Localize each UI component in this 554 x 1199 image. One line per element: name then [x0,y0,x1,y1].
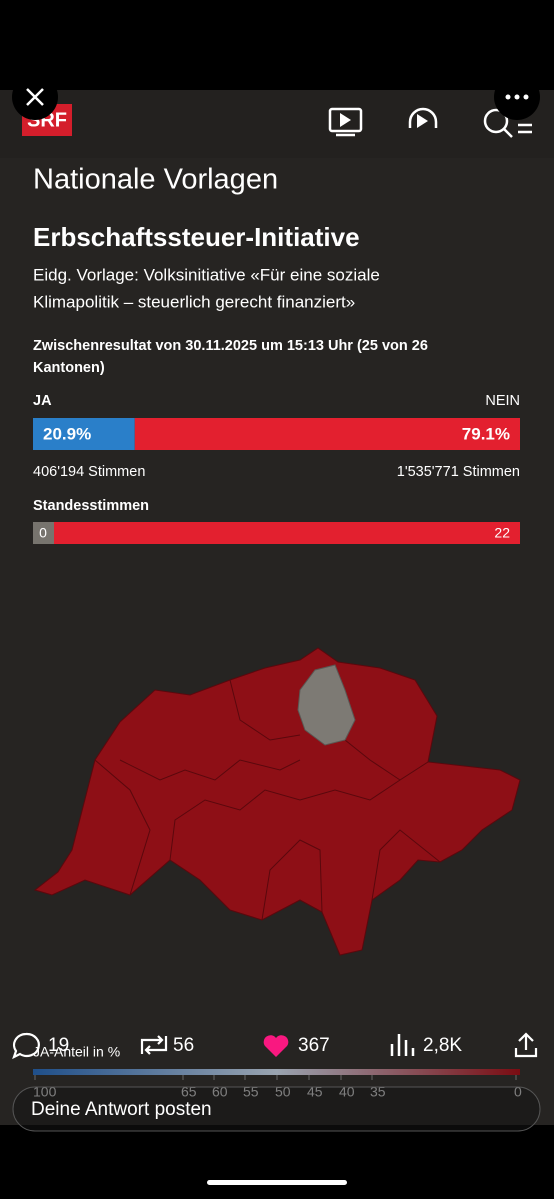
description: Klimapolitik – steuerlich gerecht finanz… [33,292,355,311]
nein-share: 79.1% [462,424,510,443]
ja-bar [33,418,135,450]
ja-share: 20.9% [43,424,91,443]
status: Kantonen) [33,360,105,376]
audio-icon[interactable] [408,107,438,128]
social-bar: 19 56 367 2,8K [12,1032,538,1060]
cantons-label: Standesstimmen [33,498,149,514]
content-image [0,90,554,1125]
reposts: 56 [173,1035,194,1056]
map [33,647,521,956]
nein-label: NEIN [485,393,520,409]
likes: 367 [298,1035,330,1056]
ja-label: JA [33,393,52,409]
reply-placeholder: Deine Antwort posten [31,1099,212,1120]
tv-icon[interactable] [328,107,363,133]
result-bars: 20.9% 79.1% 0 22 [33,418,520,544]
header-icons [328,107,532,138]
reply-icon[interactable] [12,1032,40,1060]
srf-header [0,90,554,158]
repost-icon[interactable] [140,1035,168,1055]
cantons-ja: 0 [39,525,47,541]
legend-label: JA-Anteil in % [33,1044,120,1060]
undecided-canton [297,664,356,746]
nein-votes: 1'535'771 Stimmen [397,464,520,480]
title: Nationale Vorlagen [33,164,278,196]
search-icon[interactable] [483,108,509,134]
status: Zwischenresultat von 30.11.2025 um 15:13… [33,338,428,354]
replies: 19 [48,1035,69,1056]
subtitle: Erbschaftssteuer-Initiative [33,222,360,252]
cantons-nein: 22 [494,525,510,541]
like-icon[interactable] [263,1035,289,1057]
views: 2,8K [423,1035,462,1056]
ja-votes: 406'194 Stimmen [33,464,145,480]
views-icon[interactable] [390,1034,415,1056]
reply-input[interactable] [12,1086,541,1132]
cantons-ja-bar [33,522,54,544]
nein-bar [134,418,520,450]
home-indicator [207,1180,347,1185]
share-icon[interactable] [514,1032,538,1058]
legend-scale [33,1069,520,1075]
description: Eidg. Vorlage: Volksinitiative «Für eine… [33,265,380,284]
cantons-nein-bar [54,522,520,544]
